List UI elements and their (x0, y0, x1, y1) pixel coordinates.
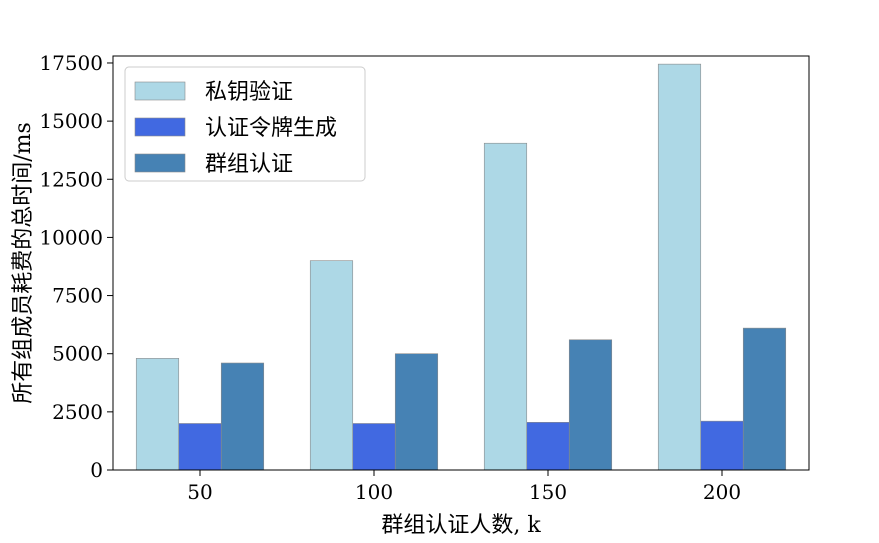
y-tick-label: 12500 (39, 167, 103, 191)
x-axis: 50 100 150 200 (187, 470, 741, 504)
bar-2-200 (700, 420, 744, 471)
x-axis-label: 群组认证人数, k (381, 513, 541, 538)
y-tick-label: 7500 (52, 284, 103, 308)
y-tick-label: 15000 (39, 109, 103, 133)
y-tick-label: 0 (90, 458, 103, 482)
legend-swatch-2 (134, 117, 186, 137)
bar-2-150 (526, 422, 570, 471)
y-tick-label: 2500 (52, 400, 103, 424)
x-tick-label: 150 (529, 480, 567, 504)
y-axis-label: 所有组成员耗费的总时间/ms (11, 122, 36, 404)
bar-1-50 (135, 358, 180, 471)
y-tick-label: 10000 (39, 225, 103, 249)
x-tick-label: 200 (703, 480, 741, 504)
y-axis: 0 2500 5000 7500 10000 12500 15000 17500 (39, 51, 113, 482)
bar-1-200 (657, 63, 702, 471)
plot-frame (112, 55, 810, 471)
bar-3-150 (568, 339, 613, 471)
y-tick-label: 5000 (52, 342, 103, 366)
bar-1-150 (483, 142, 528, 471)
bar-2-50 (178, 423, 222, 471)
bar-3-200 (742, 327, 787, 471)
legend-swatch-1 (134, 81, 186, 101)
bar-3-100 (394, 353, 439, 471)
x-tick-label: 100 (355, 480, 393, 504)
y-tick-label: 17500 (39, 51, 103, 75)
x-tick-label: 50 (187, 480, 212, 504)
bars-group (135, 63, 787, 471)
bar-3-50 (220, 362, 265, 471)
legend-swatch-3 (134, 153, 186, 173)
bar-2-100 (352, 423, 396, 471)
legend-label-2: 认证令牌生成 (205, 116, 337, 141)
legend-label-3: 群组认证 (205, 152, 293, 177)
bar-1-100 (309, 260, 354, 471)
legend-label-1: 私钥验证 (205, 80, 293, 105)
